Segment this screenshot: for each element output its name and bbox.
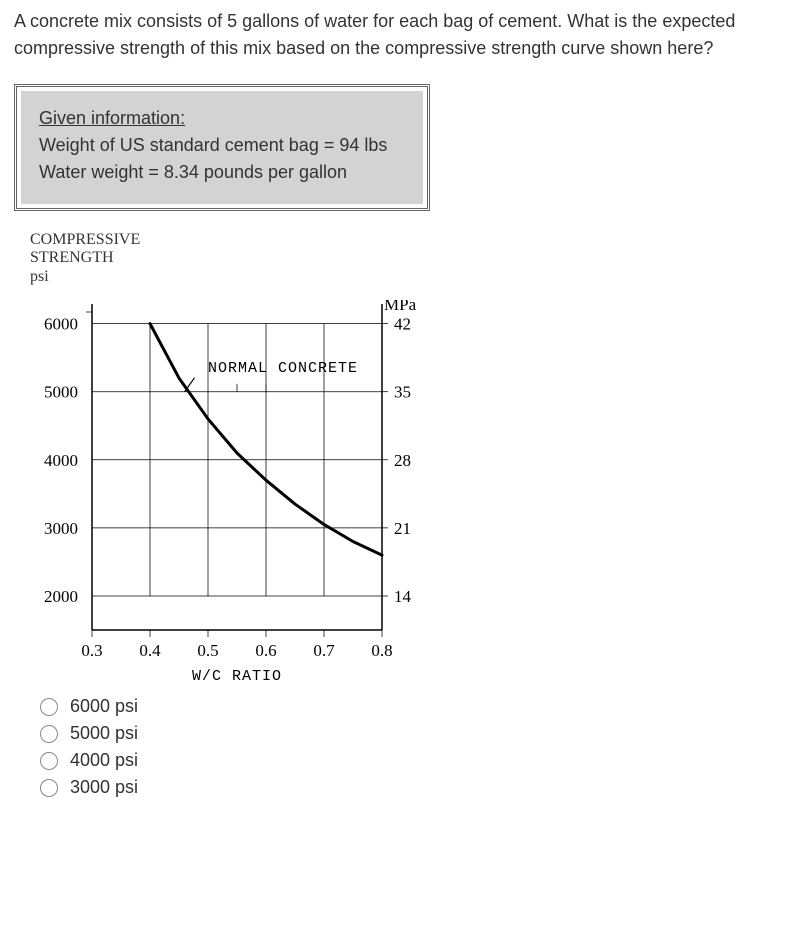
answer-options: 6000 psi 5000 psi 4000 psi 3000 psi bbox=[14, 696, 777, 798]
answer-option-label: 4000 psi bbox=[70, 750, 138, 771]
svg-text:W/C RATIO: W/C RATIO bbox=[192, 668, 282, 685]
svg-text:21: 21 bbox=[394, 519, 411, 538]
chart-svg: NORMAL CONCRETE 2000 3000 4000 5000 6000 14 21 2… bbox=[14, 300, 434, 690]
given-info-box: Given information: Weight of US standard… bbox=[14, 84, 430, 211]
answer-option[interactable]: 4000 psi bbox=[40, 750, 777, 771]
svg-text:14: 14 bbox=[394, 587, 412, 606]
given-info-line: Water weight = 8.34 pounds per gallon bbox=[39, 159, 405, 186]
answer-option-label: 3000 psi bbox=[70, 777, 138, 798]
svg-text:0.7: 0.7 bbox=[313, 641, 335, 660]
radio-icon[interactable] bbox=[40, 779, 58, 797]
svg-text:NORMAL CONCRETE: NORMAL CONCRETE bbox=[208, 360, 358, 377]
svg-text:4000: 4000 bbox=[44, 451, 78, 470]
radio-icon[interactable] bbox=[40, 725, 58, 743]
svg-text:0.4: 0.4 bbox=[139, 641, 161, 660]
radio-icon[interactable] bbox=[40, 698, 58, 716]
svg-text:0.8: 0.8 bbox=[371, 641, 392, 660]
svg-text:28: 28 bbox=[394, 451, 411, 470]
answer-option[interactable]: 3000 psi bbox=[40, 777, 777, 798]
svg-text:42: 42 bbox=[394, 315, 411, 334]
svg-text:3000: 3000 bbox=[44, 519, 78, 538]
svg-text:2000: 2000 bbox=[44, 587, 78, 606]
given-info-content: Given information: Weight of US standard… bbox=[21, 91, 423, 204]
svg-text:35: 35 bbox=[394, 383, 411, 402]
given-info-line: Weight of US standard cement bag = 94 lb… bbox=[39, 132, 405, 159]
svg-text:5000: 5000 bbox=[44, 383, 78, 402]
given-info-heading: Given information: bbox=[39, 105, 405, 132]
compressive-strength-chart: COMPRESSIVESTRENGTHpsi NORMAL CONCRETE 20… bbox=[14, 231, 777, 690]
svg-text:0.3: 0.3 bbox=[81, 641, 102, 660]
svg-text:0.5: 0.5 bbox=[197, 641, 218, 660]
answer-option-label: 5000 psi bbox=[70, 723, 138, 744]
svg-text:0.6: 0.6 bbox=[255, 641, 276, 660]
y-axis-left-title: COMPRESSIVESTRENGTHpsi bbox=[30, 231, 777, 286]
svg-text:MPa: MPa bbox=[384, 300, 417, 314]
answer-option[interactable]: 5000 psi bbox=[40, 723, 777, 744]
question-text: A concrete mix consists of 5 gallons of … bbox=[14, 8, 777, 62]
radio-icon[interactable] bbox=[40, 752, 58, 770]
answer-option-label: 6000 psi bbox=[70, 696, 138, 717]
svg-text:6000: 6000 bbox=[44, 315, 78, 334]
answer-option[interactable]: 6000 psi bbox=[40, 696, 777, 717]
